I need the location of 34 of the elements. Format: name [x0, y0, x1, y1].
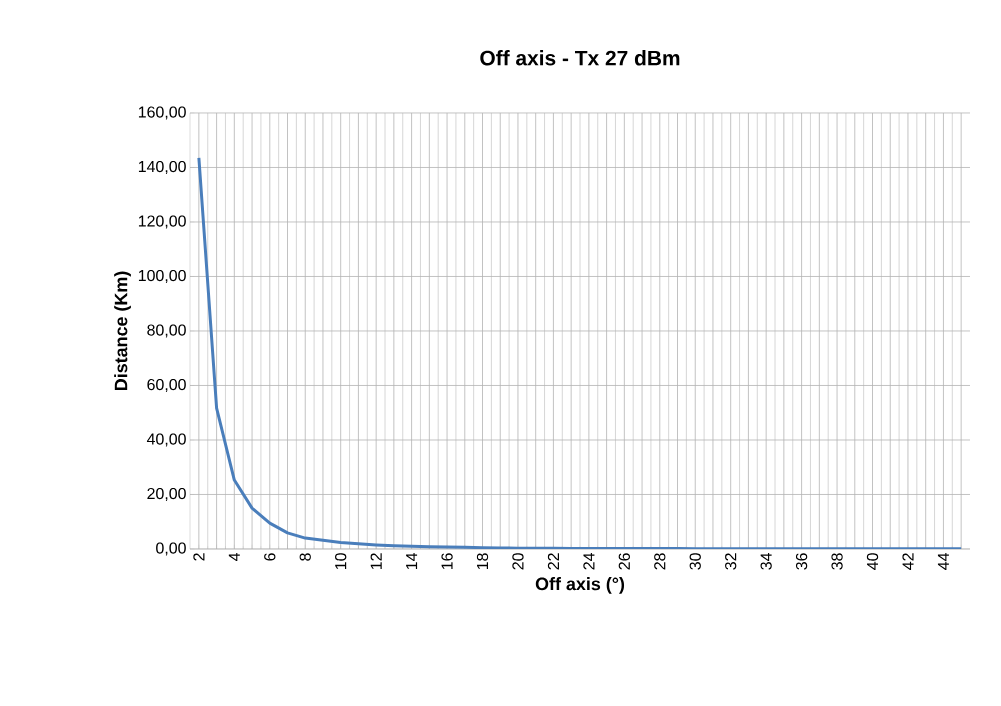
x-tick-label: 18: [476, 553, 489, 570]
x-tick-label: 34: [760, 552, 772, 570]
y-tick-label: 60,00: [147, 378, 186, 393]
y-axis-title: Distance (Km): [114, 271, 131, 391]
x-tick-label: 40: [866, 553, 879, 570]
x-tick-label: 42: [902, 553, 914, 570]
x-tick-label: 32: [725, 553, 737, 570]
y-tick-label: 140,00: [138, 160, 186, 175]
x-tick-label: 10: [335, 553, 347, 570]
x-tick-label: 26: [618, 553, 630, 570]
x-tick-label: 16: [441, 553, 453, 570]
y-tick-label: 160,00: [138, 106, 186, 120]
y-tick-label: 100,00: [138, 269, 186, 284]
x-tick-label: 38: [831, 553, 843, 570]
x-tick-label: 44: [937, 552, 949, 570]
y-tick-label: 40,00: [146, 433, 186, 447]
x-tick-label: 20: [512, 553, 524, 570]
y-tick-label: 80,00: [147, 324, 186, 338]
x-axis-title: Off axis (°): [535, 577, 625, 594]
x-tick-label: 22: [547, 553, 559, 570]
chart-title: Off axis - Tx 27 dBm: [480, 50, 680, 66]
y-tick-label: 120,00: [138, 215, 186, 229]
x-tick-label: 6: [264, 553, 276, 561]
x-tick-label: 14: [406, 552, 418, 570]
x-tick-label: 8: [299, 553, 311, 561]
y-tick-label: 20,00: [147, 487, 186, 502]
x-tick-label: 4: [228, 552, 240, 562]
y-tick-label: 0,00: [156, 542, 186, 556]
x-tick-label: 30: [689, 553, 701, 570]
x-tick-label: 2: [193, 553, 205, 561]
x-tick-label: 28: [654, 553, 666, 570]
x-tick-label: 12: [370, 553, 382, 570]
x-tick-label: 36: [795, 553, 808, 570]
x-tick-label: 24: [583, 552, 595, 570]
